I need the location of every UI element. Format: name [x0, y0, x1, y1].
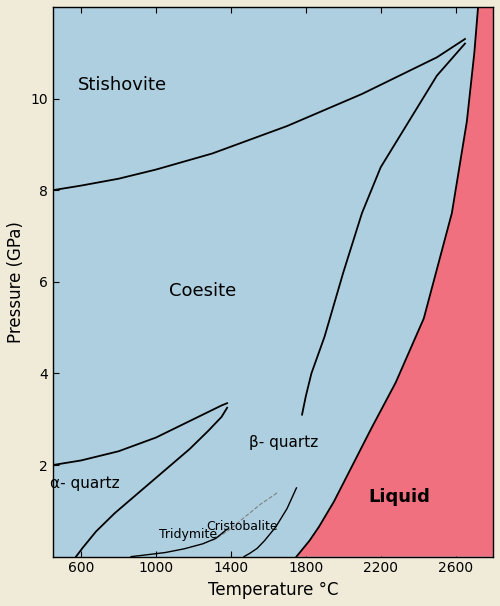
- Text: Liquid: Liquid: [368, 488, 430, 506]
- Text: β- quartz: β- quartz: [248, 435, 318, 450]
- Y-axis label: Pressure (GPa): Pressure (GPa): [7, 221, 25, 343]
- X-axis label: Temperature °C: Temperature °C: [208, 581, 338, 599]
- Text: Cristobalite: Cristobalite: [206, 521, 278, 533]
- Polygon shape: [296, 7, 493, 557]
- Text: α- quartz: α- quartz: [50, 476, 119, 491]
- Text: Coesite: Coesite: [169, 282, 236, 300]
- Text: Stishovite: Stishovite: [78, 76, 167, 94]
- Text: Tridymite: Tridymite: [159, 528, 217, 541]
